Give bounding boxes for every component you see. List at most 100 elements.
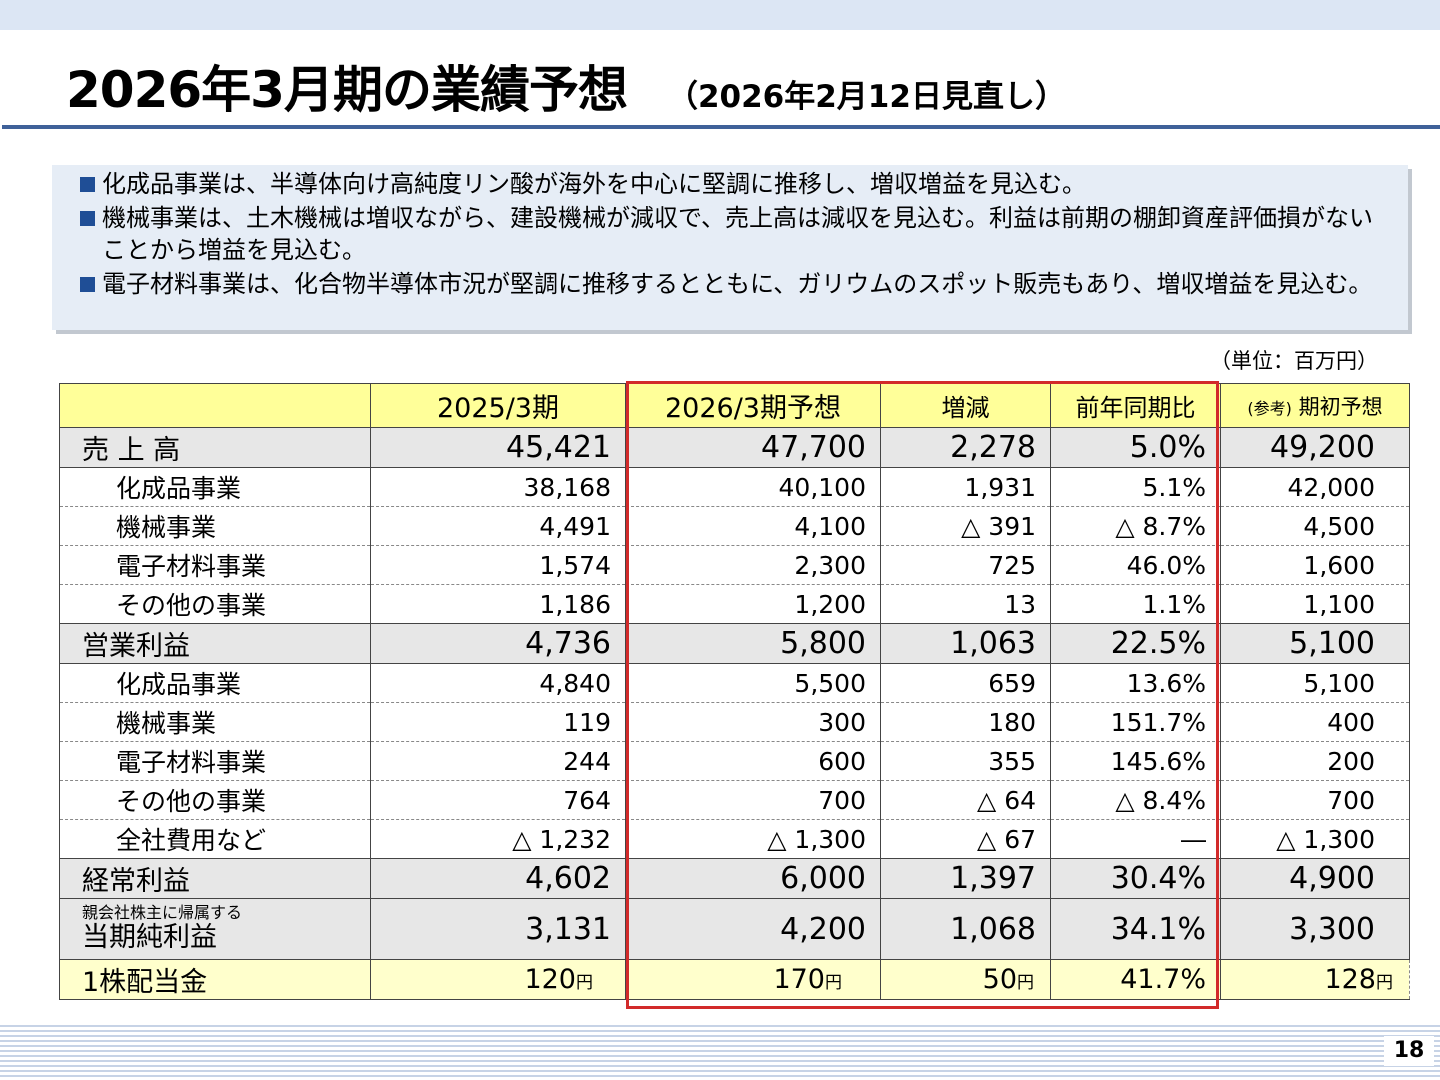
row-label: 機械事業 <box>59 702 371 742</box>
page-title: 2026年3月期の業績予想 （2026年2月12日見直し） <box>66 58 1066 122</box>
cell-fy2026: 600 <box>625 741 881 781</box>
cell-initial: 4,500 <box>1220 506 1410 546</box>
row-label: その他の事業 <box>59 780 371 820</box>
table-row: 全社費用など △ 1,232 △ 1,300 △ 67 ― △ 1,300 <box>59 819 1410 859</box>
header-fy2025: 2025/3期 <box>370 383 626 428</box>
cell-initial: 5,100 <box>1220 663 1410 703</box>
cell-yoy: 46.0% <box>1050 545 1221 585</box>
cell-change: 1,931 <box>880 467 1051 507</box>
table-row-net-income: 親会社株主に帰属する 当期純利益 3,131 4,200 1,068 34.1%… <box>59 898 1410 960</box>
title-divider <box>2 125 1440 129</box>
cell-initial: △ 1,300 <box>1220 819 1410 859</box>
row-label: 営業利益 <box>59 623 371 664</box>
dividend-value: 170 <box>773 964 825 995</box>
cell-fy2026: 2,300 <box>625 545 881 585</box>
cell-yoy: 41.7% <box>1050 959 1221 1000</box>
cell-fy2026: 4,200 <box>625 898 881 960</box>
summary-bullet-text: 機械事業は、土木機械は増収ながら、建設機械が減収で、売上高は減収を見込む。利益は… <box>102 204 1374 264</box>
cell-yoy: △ 8.4% <box>1050 780 1221 820</box>
cell-fy2025: △ 1,232 <box>370 819 626 859</box>
forecast-table: 2025/3期 2026/3期予想 増減 前年同期比 (参考) 期初予想 売 上… <box>59 383 1410 1000</box>
dividend-value: 128 <box>1324 964 1376 995</box>
cell-fy2026: 6,000 <box>625 858 881 899</box>
cell-fy2026: 5,500 <box>625 663 881 703</box>
cell-fy2025: 1,186 <box>370 584 626 624</box>
cell-initial: 700 <box>1220 780 1410 820</box>
header-ref-prefix: (参考) <box>1247 398 1292 418</box>
cell-yoy: 151.7% <box>1050 702 1221 742</box>
cell-fy2025: 4,736 <box>370 623 626 664</box>
cell-yoy: 1.1% <box>1050 584 1221 624</box>
table-row: 機械事業 4,491 4,100 △ 391 △ 8.7% 4,500 <box>59 506 1410 546</box>
table-row: 化成品事業 38,168 40,100 1,931 5.1% 42,000 <box>59 467 1410 507</box>
table-row: その他の事業 1,186 1,200 13 1.1% 1,100 <box>59 584 1410 624</box>
cell-change: 659 <box>880 663 1051 703</box>
cell-yoy: 145.6% <box>1050 741 1221 781</box>
cell-fy2026: △ 1,300 <box>625 819 881 859</box>
cell-change: 50円 <box>880 959 1051 1000</box>
table-row: 化成品事業 4,840 5,500 659 13.6% 5,100 <box>59 663 1410 703</box>
top-band <box>0 0 1440 30</box>
row-label: 電子材料事業 <box>59 741 371 781</box>
cell-fy2025: 4,602 <box>370 858 626 899</box>
cell-change: 1,397 <box>880 858 1051 899</box>
cell-yoy: 30.4% <box>1050 858 1221 899</box>
page-title-main: 2026年3月期の業績予想 <box>66 61 628 119</box>
cell-initial: 200 <box>1220 741 1410 781</box>
row-label: 化成品事業 <box>59 663 371 703</box>
cell-fy2025: 38,168 <box>370 467 626 507</box>
square-bullet-icon <box>80 177 95 192</box>
header-fy2026-forecast: 2026/3期予想 <box>625 383 881 428</box>
cell-fy2025: 4,840 <box>370 663 626 703</box>
table-row-dividend: 1株配当金 120円 170円 50円 41.7% 128円 <box>59 959 1410 1000</box>
cell-fy2025: 119 <box>370 702 626 742</box>
table-header-row: 2025/3期 2026/3期予想 増減 前年同期比 (参考) 期初予想 <box>59 383 1410 428</box>
cell-fy2025: 45,421 <box>370 427 626 468</box>
row-label: 全社費用など <box>59 819 371 859</box>
header-change: 増減 <box>880 383 1051 428</box>
cell-initial: 4,900 <box>1220 858 1410 899</box>
cell-initial: 3,300 <box>1220 898 1410 960</box>
cell-fy2025: 120円 <box>370 959 626 1000</box>
summary-bullet: 機械事業は、土木機械は増収ながら、建設機械が減収で、売上高は減収を見込む。利益は… <box>80 202 1390 266</box>
summary-bullet: 電子材料事業は、化合物半導体市況が堅調に推移するとともに、ガリウムのスポット販売… <box>80 268 1390 300</box>
table-row: 電子材料事業 1,574 2,300 725 46.0% 1,600 <box>59 545 1410 585</box>
summary-box: 化成品事業は、半導体向け高純度リン酸が海外を中心に堅調に推移し、増収増益を見込む… <box>52 165 1408 330</box>
header-initial-forecast: (参考) 期初予想 <box>1220 383 1410 428</box>
square-bullet-icon <box>80 211 95 226</box>
row-label-main: 当期純利益 <box>82 922 217 953</box>
table-row: 機械事業 119 300 180 151.7% 400 <box>59 702 1410 742</box>
unit-label: （単位：百万円） <box>1210 349 1378 373</box>
cell-fy2026: 170円 <box>625 959 881 1000</box>
cell-initial: 1,600 <box>1220 545 1410 585</box>
cell-change: △ 391 <box>880 506 1051 546</box>
cell-change: △ 67 <box>880 819 1051 859</box>
cell-initial: 1,100 <box>1220 584 1410 624</box>
cell-fy2026: 47,700 <box>625 427 881 468</box>
cell-fy2026: 1,200 <box>625 584 881 624</box>
cell-yoy: △ 8.7% <box>1050 506 1221 546</box>
cell-fy2026: 700 <box>625 780 881 820</box>
cell-change: 1,063 <box>880 623 1051 664</box>
cell-fy2025: 244 <box>370 741 626 781</box>
yen-unit: 円 <box>1376 973 1393 993</box>
row-label: 売 上 高 <box>59 427 371 468</box>
cell-initial: 5,100 <box>1220 623 1410 664</box>
footer-stripes <box>0 1025 1440 1080</box>
table-row-operating-profit: 営業利益 4,736 5,800 1,063 22.5% 5,100 <box>59 623 1410 664</box>
cell-fy2026: 4,100 <box>625 506 881 546</box>
table-row: 電子材料事業 244 600 355 145.6% 200 <box>59 741 1410 781</box>
cell-fy2025: 1,574 <box>370 545 626 585</box>
cell-yoy: 5.0% <box>1050 427 1221 468</box>
cell-yoy: 22.5% <box>1050 623 1221 664</box>
cell-initial: 128円 <box>1220 959 1410 1000</box>
table-row-net-sales: 売 上 高 45,421 47,700 2,278 5.0% 49,200 <box>59 427 1410 468</box>
cell-fy2025: 4,491 <box>370 506 626 546</box>
cell-initial: 400 <box>1220 702 1410 742</box>
page-subtitle: （2026年2月12日見直し） <box>666 79 1066 115</box>
dividend-value: 120 <box>524 964 576 995</box>
dividend-value: 50 <box>982 964 1017 995</box>
cell-fy2026: 300 <box>625 702 881 742</box>
header-yoy: 前年同期比 <box>1050 383 1221 428</box>
cell-fy2026: 40,100 <box>625 467 881 507</box>
